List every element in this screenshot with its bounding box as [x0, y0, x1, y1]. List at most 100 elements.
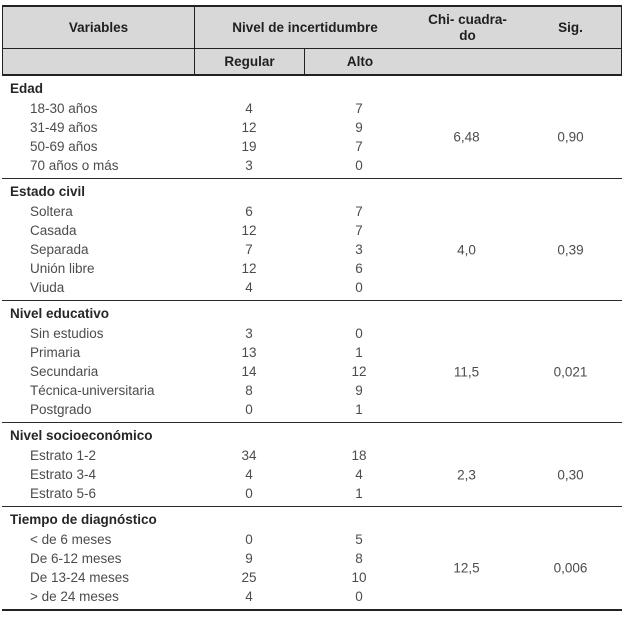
row-label: Casada	[30, 223, 77, 238]
column-header-chi-cuadrado: Chi- cuadra- do	[415, 7, 520, 49]
row-label: 31-49 años	[30, 120, 98, 135]
regular-value: 13	[241, 345, 257, 360]
alto-value: 8	[355, 551, 363, 566]
section-title: Tiempo de diagnóstico	[10, 512, 157, 527]
alto-value: 9	[355, 120, 363, 135]
sig-value: 0,006	[553, 560, 588, 576]
table-row: Casada 12 7	[2, 221, 622, 240]
row-label: Soltera	[30, 204, 73, 219]
section-title: Estado civil	[10, 184, 86, 199]
section-nivel-socioeconomico: Nivel socioeconómico Estrato 1-2 34 18 E…	[2, 423, 622, 507]
sig-value: 0,39	[557, 242, 584, 257]
table-row: 31-49 años 12 9	[2, 118, 622, 137]
regular-value: 4	[245, 101, 253, 116]
table-row: De 13-24 meses 25 10	[2, 568, 622, 587]
alto-value: 18	[351, 448, 367, 463]
regular-value: 12	[241, 223, 257, 238]
regular-value: 0	[245, 532, 253, 547]
alto-value: 1	[355, 345, 363, 360]
alto-value: 7	[355, 204, 363, 219]
row-label: > de 24 meses	[30, 589, 119, 604]
table-row: 70 años o más 3 0	[2, 156, 622, 175]
table-row: 18-30 años 4 7	[2, 99, 622, 118]
regular-value: 8	[245, 383, 253, 398]
alto-value: 12	[351, 364, 367, 379]
regular-value: 3	[245, 326, 253, 341]
table-row: Soltera 6 7	[2, 202, 622, 221]
row-label: Secundaria	[30, 364, 99, 379]
alto-value: 3	[355, 242, 363, 257]
row-label: Sin estudios	[30, 326, 104, 341]
row-label: Estrato 1-2	[30, 448, 97, 463]
column-header-variables: Variables	[3, 7, 195, 49]
table-row: < de 6 meses 0 5	[2, 530, 622, 549]
table-row: Secundaria 14 12	[2, 362, 622, 381]
column-header-sig: Sig.	[520, 7, 621, 49]
chi-cuadrado-value: 6,48	[453, 129, 480, 145]
regular-value: 12	[241, 261, 257, 276]
section-title: Edad	[10, 81, 44, 96]
alto-value: 9	[355, 383, 363, 398]
row-label: 50-69 años	[30, 139, 98, 154]
section-title: Nivel socioeconómico	[10, 428, 153, 443]
alto-value: 1	[355, 402, 363, 417]
regular-value: 12	[241, 120, 257, 135]
alto-value: 7	[355, 139, 363, 154]
statistics-table: Variables Nivel de incertidumbre Chi- cu…	[2, 5, 622, 611]
alto-value: 6	[355, 261, 363, 276]
row-label: Primaria	[30, 345, 81, 360]
table-row: Viuda 4 0	[2, 278, 622, 297]
sig-value: 0,30	[557, 467, 584, 482]
regular-value: 0	[245, 402, 253, 417]
regular-value: 34	[241, 448, 257, 463]
regular-value: 4	[245, 589, 253, 604]
table-row: > de 24 meses 4 0	[2, 587, 622, 606]
table-row: Primaria 13 1	[2, 343, 622, 362]
table-row: Postgrado 0 1	[2, 400, 622, 419]
regular-value: 4	[245, 467, 253, 482]
regular-value: 14	[241, 364, 257, 379]
alto-value: 7	[355, 101, 363, 116]
regular-value: 7	[245, 242, 253, 257]
regular-value: 19	[241, 139, 257, 154]
alto-value: 0	[355, 326, 363, 341]
regular-value: 0	[245, 486, 253, 501]
table-row: Estrato 3-4 4 4	[2, 465, 622, 484]
chi-cuadrado-value: 4,0	[457, 242, 476, 257]
column-header-nivel-de-incertidumbre: Nivel de incertidumbre	[195, 7, 415, 49]
alto-value: 10	[351, 570, 367, 585]
sig-value: 0,021	[553, 364, 588, 379]
alto-value: 7	[355, 223, 363, 238]
row-label: < de 6 meses	[30, 532, 112, 547]
table-row: 50-69 años 19 7	[2, 137, 622, 156]
section-title: Nivel educativo	[10, 306, 110, 321]
section-tiempo-de-diagnostico: Tiempo de diagnóstico < de 6 meses 0 5 D…	[2, 507, 622, 609]
column-subheader-alto: Alto	[346, 53, 374, 69]
row-label: 70 años o más	[30, 158, 119, 173]
table-row: De 6-12 meses 9 8	[2, 549, 622, 568]
table-row: Unión libre 12 6	[2, 259, 622, 278]
row-label: Separada	[30, 242, 89, 257]
row-label: Viuda	[30, 280, 65, 295]
row-label: 18-30 años	[30, 101, 98, 116]
sig-value: 0,90	[557, 129, 584, 145]
regular-value: 25	[241, 570, 257, 585]
row-label: Estrato 5-6	[30, 486, 97, 501]
alto-value: 5	[355, 532, 363, 547]
table-row: Estrato 1-2 34 18	[2, 446, 622, 465]
regular-value: 3	[245, 158, 253, 173]
alto-value: 0	[355, 589, 363, 604]
chi-cuadrado-value: 11,5	[453, 364, 480, 379]
table-row: Separada 7 3	[2, 240, 622, 259]
alto-value: 4	[355, 467, 363, 482]
alto-value: 0	[355, 158, 363, 173]
chi-cuadrado-value: 12,5	[453, 560, 480, 576]
chi-cuadrado-value: 2,3	[457, 467, 476, 482]
row-label: De 6-12 meses	[30, 551, 122, 566]
row-label: De 13-24 meses	[30, 570, 130, 585]
table-header: Variables Nivel de incertidumbre Chi- cu…	[2, 5, 622, 76]
row-label: Técnica-universitaria	[30, 383, 155, 398]
table-row: Sin estudios 3 0	[2, 324, 622, 343]
regular-value: 9	[245, 551, 253, 566]
section-nivel-educativo: Nivel educativo Sin estudios 3 0 Primari…	[2, 301, 622, 423]
